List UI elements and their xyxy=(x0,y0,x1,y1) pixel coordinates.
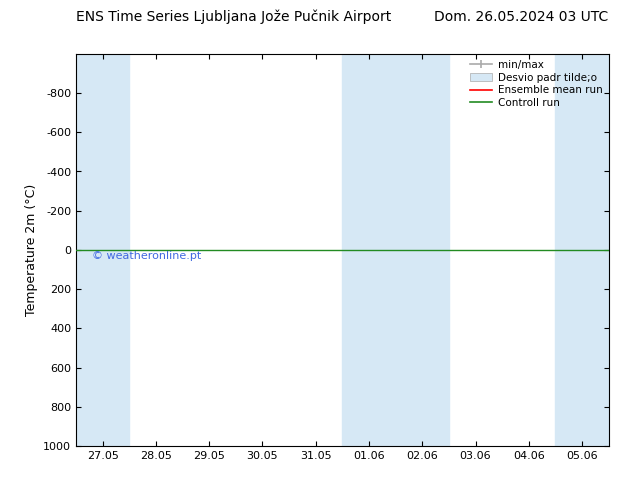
Legend: min/max, Desvio padr tilde;o, Ensemble mean run, Controll run: min/max, Desvio padr tilde;o, Ensemble m… xyxy=(467,57,605,111)
Y-axis label: Temperature 2m (°C): Temperature 2m (°C) xyxy=(25,184,37,316)
Text: ENS Time Series Ljubljana Jože Pučnik Airport: ENS Time Series Ljubljana Jože Pučnik Ai… xyxy=(76,10,391,24)
Bar xyxy=(555,54,609,446)
Bar xyxy=(76,54,129,446)
Bar xyxy=(342,54,449,446)
Text: © weatheronline.pt: © weatheronline.pt xyxy=(92,251,202,261)
Text: Dom. 26.05.2024 03 UTC: Dom. 26.05.2024 03 UTC xyxy=(434,10,609,24)
